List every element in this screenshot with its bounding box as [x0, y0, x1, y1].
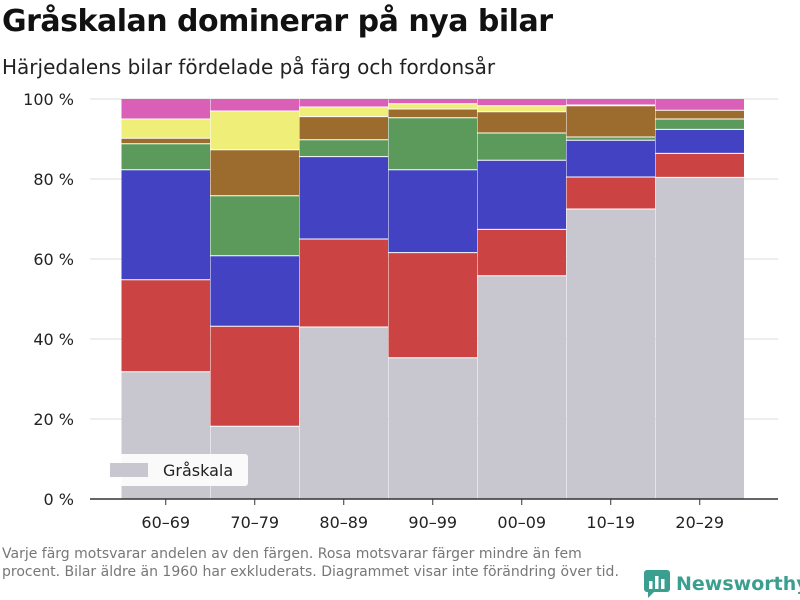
y-tick-label: 40 % — [33, 330, 74, 349]
bar-segment-red-2 — [299, 239, 388, 327]
bar-segment-yellow-1 — [210, 111, 299, 150]
legend-label-grayscale: Gråskala — [163, 461, 233, 480]
bar-segment-brown-4 — [477, 111, 566, 133]
bar-segment-gray-2 — [299, 327, 388, 499]
x-tick-label: 20–29 — [675, 513, 724, 532]
legend: Gråskala — [103, 454, 248, 486]
footnote: Varje färg motsvarar andelen av den färg… — [2, 546, 619, 580]
bar-segment-green-3 — [388, 117, 477, 170]
bar-segment-brown-0 — [121, 138, 210, 144]
y-tick-label: 100 % — [23, 90, 74, 109]
bar-segment-pink-2 — [299, 99, 388, 107]
bar-segment-brown-3 — [388, 109, 477, 118]
brand-name: Newsworthy — [676, 573, 800, 595]
bar-segment-gray-5 — [566, 209, 655, 499]
bar-segment-brown-1 — [210, 149, 299, 196]
legend-swatch-grayscale — [110, 463, 148, 477]
bar-segment-red-3 — [388, 252, 477, 358]
bar-segment-gray-4 — [477, 275, 566, 499]
bar-segment-pink-0 — [121, 99, 210, 119]
y-tick-label: 60 % — [33, 250, 74, 269]
x-tick-label: 70–79 — [230, 513, 279, 532]
x-tick-label: 00–09 — [497, 513, 546, 532]
bar-segment-red-6 — [655, 153, 744, 178]
bar-segment-green-2 — [299, 139, 388, 157]
bar-segment-yellow-4 — [477, 105, 566, 112]
bar-segment-green-1 — [210, 195, 299, 256]
x-tick-label: 60–69 — [141, 513, 190, 532]
bar-segment-brown-6 — [655, 110, 744, 119]
axes: 0 % 20 % 40 % 60 % 80 % 100 % 60–69 70–79 80–89 9… — [23, 90, 778, 532]
bar-segment-red-4 — [477, 229, 566, 276]
bar-segment-blue-6 — [655, 129, 744, 154]
bar-segment-blue-5 — [566, 140, 655, 177]
legend-box — [103, 454, 248, 486]
brand-logo: Newsworthy — [644, 568, 800, 600]
x-tick-label: 80–89 — [319, 513, 368, 532]
bar-segment-pink-3 — [388, 99, 477, 104]
bar-segment-brown-2 — [299, 116, 388, 140]
bar-segment-green-4 — [477, 133, 566, 161]
x-tick-label: 90–99 — [408, 513, 457, 532]
bar-segment-gray-6 — [655, 177, 744, 499]
x-tick-label: 10–19 — [586, 513, 635, 532]
y-tick-label: 0 % — [44, 490, 74, 509]
bar-segment-red-5 — [566, 177, 655, 209]
bar-segment-green-5 — [566, 137, 655, 141]
page-subtitle: Härjedalens bilar fördelade på färg och … — [2, 55, 496, 79]
bar-segment-green-0 — [121, 143, 210, 170]
bar-segment-green-6 — [655, 119, 744, 130]
bar-segment-brown-5 — [566, 105, 655, 137]
bar-segment-red-0 — [121, 279, 210, 372]
bar-segment-blue-0 — [121, 169, 210, 280]
bar-segment-yellow-0 — [121, 119, 210, 139]
bar-segment-blue-4 — [477, 160, 566, 230]
bar-segment-blue-3 — [388, 169, 477, 253]
bar-segment-red-1 — [210, 326, 299, 427]
y-tick-label: 20 % — [33, 410, 74, 429]
bar-segment-yellow-2 — [299, 107, 388, 117]
bar-segment-yellow-3 — [388, 103, 477, 109]
bar-segment-blue-1 — [210, 255, 299, 327]
bar-chart-logo-icon — [644, 570, 670, 598]
bar-segment-gray-3 — [388, 357, 477, 499]
bar-group — [121, 99, 744, 499]
bar-segment-blue-2 — [299, 156, 388, 239]
bar-segment-pink-6 — [655, 99, 744, 111]
bar-segment-pink-1 — [210, 99, 299, 111]
bar-segment-pink-5 — [566, 99, 655, 105]
page-title: Gråskalan dominerar på nya bilar — [2, 4, 553, 39]
bar-segment-pink-4 — [477, 99, 566, 106]
y-tick-label: 80 % — [33, 170, 74, 189]
